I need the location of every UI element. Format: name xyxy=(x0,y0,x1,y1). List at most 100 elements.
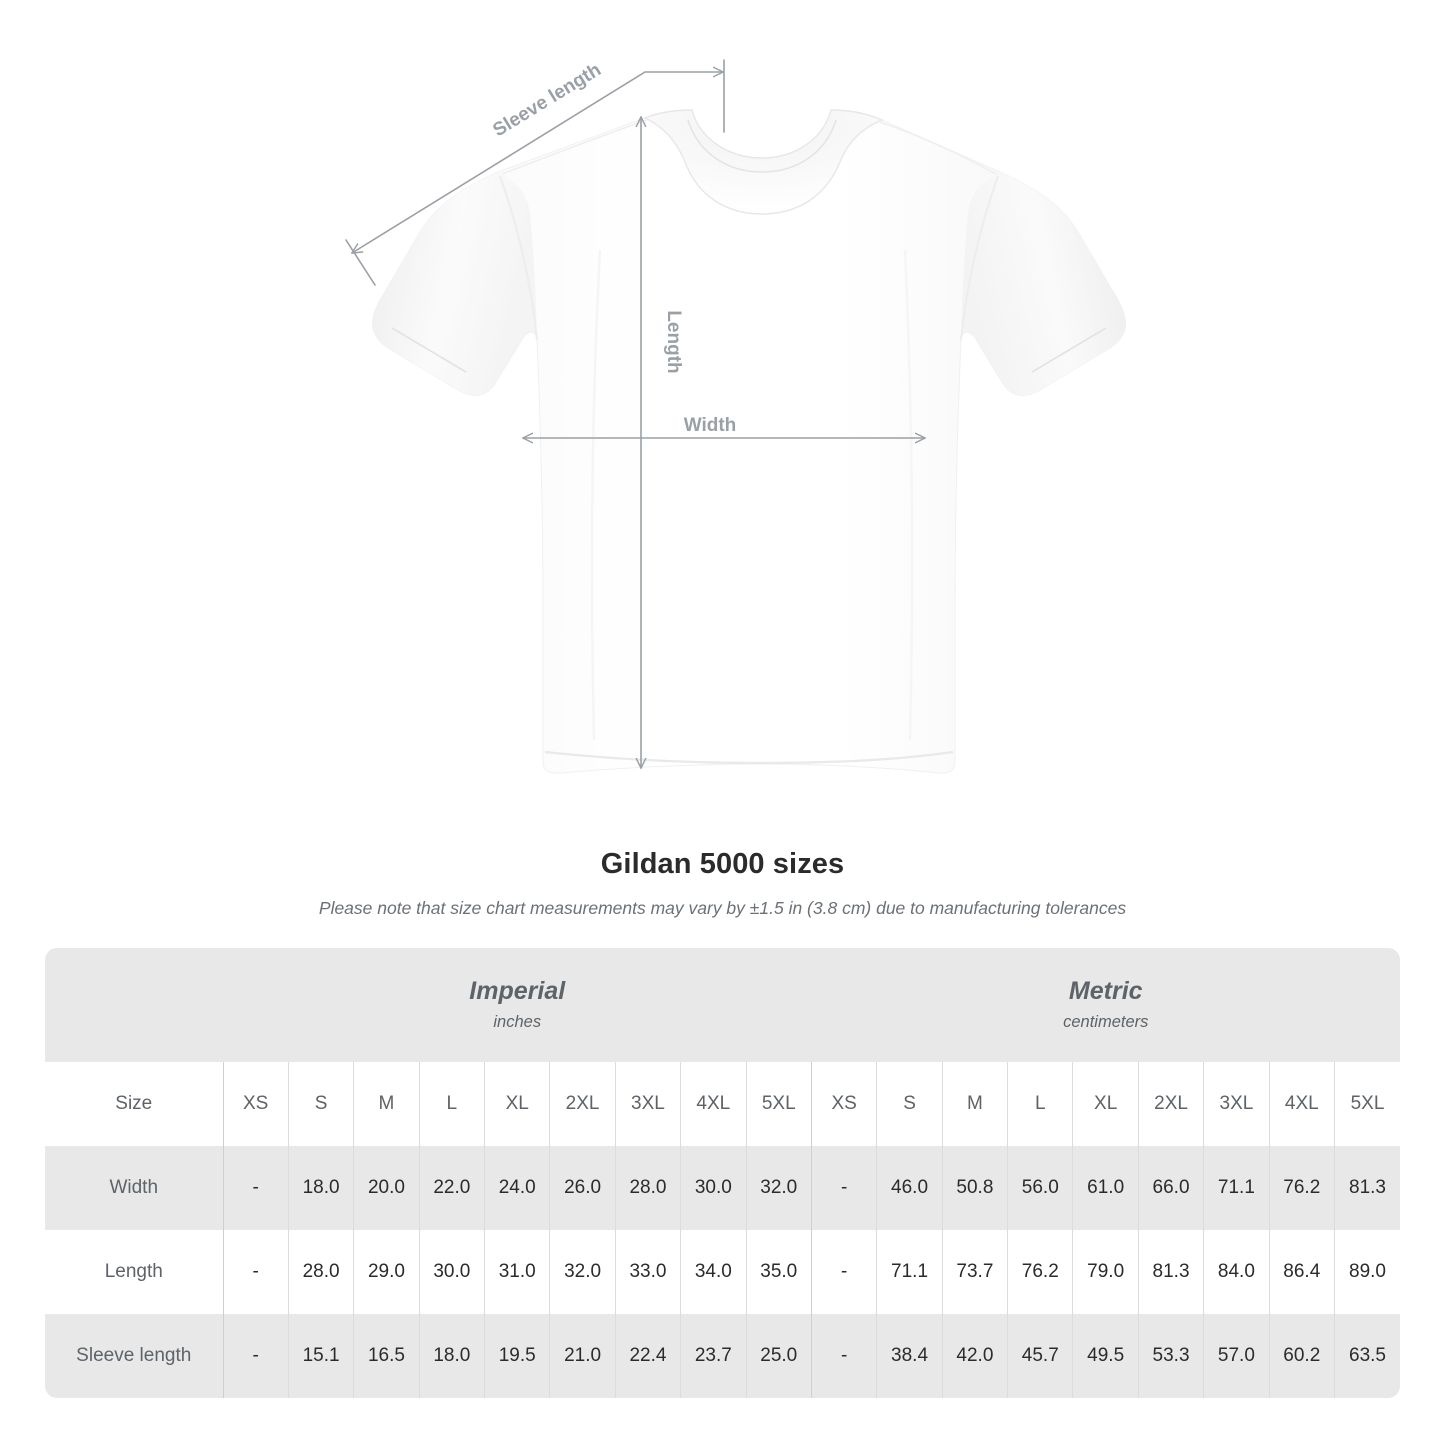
cell-width-imperial-m: 20.0 xyxy=(353,1146,420,1230)
row-label-length: Length xyxy=(45,1230,223,1314)
sleeve-hem-tick xyxy=(345,239,376,286)
size-header-xl-imperial: XL xyxy=(483,1062,550,1146)
length-label: Length xyxy=(663,310,684,373)
size-header-xl-metric: XL xyxy=(1072,1062,1139,1146)
cell-width-imperial-xs: - xyxy=(222,1146,289,1230)
cell-length-imperial-s: 28.0 xyxy=(287,1230,354,1314)
size-header-2xl-metric: 2XL xyxy=(1137,1062,1204,1146)
size-header-5xl-imperial: 5XL xyxy=(745,1062,812,1146)
cell-sleeve-length-imperial-l: 18.0 xyxy=(418,1314,485,1398)
unit-group-header-row: Imperial inches Metric centimeters xyxy=(45,948,1400,1062)
size-header-s-metric: S xyxy=(876,1062,943,1146)
cell-length-metric-xs: - xyxy=(810,1230,877,1314)
cell-sleeve-length-imperial-5xl: 25.0 xyxy=(745,1314,812,1398)
sleeve-length-label: Sleeve length xyxy=(489,59,604,141)
cell-sleeve-length-metric-xs: - xyxy=(810,1314,877,1398)
cell-width-metric-xs: - xyxy=(810,1146,877,1230)
unit-row-spacer xyxy=(45,948,223,1062)
cell-length-metric-l: 76.2 xyxy=(1007,1230,1073,1314)
page-title: Gildan 5000 sizes xyxy=(600,848,845,880)
size-header-l-metric: L xyxy=(1007,1062,1073,1146)
cell-sleeve-length-imperial-4xl: 23.7 xyxy=(680,1314,746,1398)
cell-width-metric-2xl: 66.0 xyxy=(1137,1146,1204,1230)
size-header-l-imperial: L xyxy=(418,1062,485,1146)
body-fold-right xyxy=(903,249,914,741)
cell-length-metric-s: 71.1 xyxy=(876,1230,943,1314)
cell-width-metric-4xl: 76.2 xyxy=(1268,1146,1335,1230)
size-header-3xl-metric: 3XL xyxy=(1203,1062,1270,1146)
size-column-label: Size xyxy=(45,1062,223,1146)
bottom-hem xyxy=(544,750,954,765)
tshirt-illustration xyxy=(372,109,1126,774)
cell-width-imperial-2xl: 26.0 xyxy=(549,1146,616,1230)
row-label-width: Width xyxy=(45,1146,223,1230)
size-header-xs-metric: XS xyxy=(810,1062,877,1146)
cell-width-metric-5xl: 81.3 xyxy=(1333,1146,1400,1230)
table-row-width: Width -18.0 20.0 22.0 24.0 26.0 28.0 30.0 32.0-4… xyxy=(45,1146,1400,1230)
chart-heading: Gildan 5000 sizes Please note that size … xyxy=(0,845,1445,920)
cell-sleeve-length-metric-3xl: 57.0 xyxy=(1203,1314,1270,1398)
size-header-xs-imperial: XS xyxy=(222,1062,289,1146)
cell-width-imperial-xl: 24.0 xyxy=(483,1146,550,1230)
cell-width-imperial-l: 22.0 xyxy=(418,1146,485,1230)
size-header-m-metric: M xyxy=(941,1062,1008,1146)
tolerance-note: Please note that size chart measurements… xyxy=(318,898,1127,918)
cell-length-metric-3xl: 84.0 xyxy=(1203,1230,1270,1314)
row-label-sleeve-length: Sleeve length xyxy=(45,1314,223,1398)
size-header-4xl-metric: 4XL xyxy=(1268,1062,1335,1146)
size-header-3xl-imperial: 3XL xyxy=(614,1062,681,1146)
cell-sleeve-length-imperial-xl: 19.5 xyxy=(483,1314,550,1398)
cell-sleeve-length-imperial-m: 16.5 xyxy=(353,1314,420,1398)
measurement-annotations xyxy=(345,59,925,768)
table-row-length: Length -28.0 29.0 30.0 31.0 32.0 33.0 34.0 35.0-… xyxy=(45,1230,1400,1314)
size-header-5xl-metric: 5XL xyxy=(1333,1062,1400,1146)
cell-sleeve-length-imperial-3xl: 22.4 xyxy=(614,1314,681,1398)
cell-width-metric-s: 46.0 xyxy=(876,1146,943,1230)
cell-sleeve-length-imperial-xs: - xyxy=(222,1314,289,1398)
cell-sleeve-length-metric-4xl: 60.2 xyxy=(1268,1314,1335,1398)
right-shoulder-seam xyxy=(879,121,997,175)
left-sleeve-hem xyxy=(391,327,467,373)
cell-width-metric-3xl: 71.1 xyxy=(1203,1146,1270,1230)
left-sleeve-shade xyxy=(372,172,537,396)
right-sleeve-hem xyxy=(1031,327,1107,373)
width-label: Width xyxy=(684,415,737,436)
size-header-s-imperial: S xyxy=(287,1062,354,1146)
cell-sleeve-length-metric-5xl: 63.5 xyxy=(1333,1314,1400,1398)
cell-length-imperial-2xl: 32.0 xyxy=(549,1230,616,1314)
cell-length-imperial-xs: - xyxy=(222,1230,289,1314)
cell-length-imperial-5xl: 35.0 xyxy=(745,1230,812,1314)
cell-length-imperial-4xl: 34.0 xyxy=(680,1230,746,1314)
body-fold-left xyxy=(590,249,602,741)
cell-sleeve-length-metric-s: 38.4 xyxy=(876,1314,943,1398)
cell-sleeve-length-metric-m: 42.0 xyxy=(941,1314,1008,1398)
unit-group-name: Imperial xyxy=(469,977,566,1005)
cell-sleeve-length-metric-2xl: 53.3 xyxy=(1137,1314,1204,1398)
cell-sleeve-length-imperial-s: 15.1 xyxy=(287,1314,354,1398)
cell-length-metric-xl: 79.0 xyxy=(1072,1230,1139,1314)
table-row-sleeve-length: Sleeve length -15.1 16.5 18.0 19.5 21.0 22.4 23… xyxy=(45,1314,1400,1398)
cell-length-imperial-3xl: 33.0 xyxy=(614,1230,681,1314)
cell-sleeve-length-imperial-2xl: 21.0 xyxy=(549,1314,616,1398)
size-header-m-imperial: M xyxy=(353,1062,420,1146)
size-header-2xl-imperial: 2XL xyxy=(549,1062,616,1146)
cell-length-metric-m: 73.7 xyxy=(941,1230,1008,1314)
unit-group-subtitle: centimeters xyxy=(1063,1013,1149,1031)
unit-group-subtitle: inches xyxy=(493,1013,542,1031)
cell-length-metric-4xl: 86.4 xyxy=(1268,1230,1335,1314)
cell-width-imperial-4xl: 30.0 xyxy=(680,1146,746,1230)
size-header-row: Size XS S M L XL 2XL 3XL 4XL 5XL XS S M L XL 2XL 3XL 4XL 5… xyxy=(45,1062,1400,1146)
size-chart-table: Imperial inches Metric centimeters Size XS S M L… xyxy=(45,948,1400,1398)
right-armhole-seam xyxy=(960,175,999,341)
cell-width-imperial-s: 18.0 xyxy=(287,1146,354,1230)
right-sleeve-shade xyxy=(961,172,1126,396)
cell-width-metric-m: 50.8 xyxy=(941,1146,1008,1230)
cell-length-imperial-m: 29.0 xyxy=(353,1230,420,1314)
sleeve-length-arrow xyxy=(352,72,723,253)
cell-width-metric-xl: 61.0 xyxy=(1072,1146,1139,1230)
cell-width-metric-l: 56.0 xyxy=(1007,1146,1073,1230)
cell-length-metric-2xl: 81.3 xyxy=(1137,1230,1204,1314)
size-header-4xl-imperial: 4XL xyxy=(680,1062,746,1146)
cell-length-imperial-xl: 31.0 xyxy=(483,1230,550,1314)
